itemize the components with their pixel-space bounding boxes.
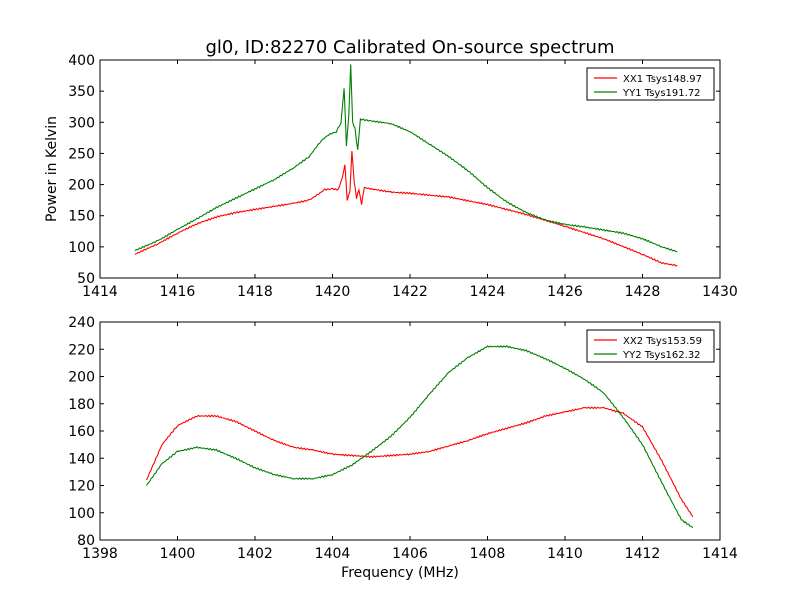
chart-title: gl0, ID:82270 Calibrated On-source spect… [205, 37, 614, 58]
x-tick-label: 1398 [82, 546, 118, 562]
legend-box [586, 329, 715, 363]
x-tick-label: 1422 [392, 284, 428, 300]
x-tick-label: 1420 [315, 284, 351, 300]
x-tick-label: 1430 [702, 284, 738, 300]
x-tick-label: 1412 [625, 546, 661, 562]
x-tick-label: 1414 [702, 546, 738, 562]
x-tick-label: 1404 [315, 546, 351, 562]
legend-label: YY2 Tsys162.32 [622, 350, 701, 361]
legend-label: YY1 Tsys191.72 [622, 88, 701, 99]
y-tick-label: 350 [68, 84, 95, 100]
y-tick-label: 150 [68, 209, 95, 225]
x-tick-label: 1424 [470, 284, 506, 300]
x-axis-label: Frequency (MHz) [341, 565, 459, 581]
x-tick-label: 1416 [160, 284, 196, 300]
y-tick-label: 200 [68, 178, 95, 194]
y-tick-label: 400 [68, 53, 95, 69]
y-tick-label: 80 [77, 533, 95, 549]
x-tick-label: 1408 [470, 546, 506, 562]
y-tick-label: 100 [68, 506, 95, 522]
x-tick-label: 1426 [547, 284, 583, 300]
y-tick-label: 240 [68, 315, 95, 331]
x-tick-label: 1402 [237, 546, 273, 562]
x-tick-label: 1428 [625, 284, 661, 300]
x-tick-label: 1414 [82, 284, 118, 300]
x-tick-label: 1418 [237, 284, 273, 300]
series-line-yy2 [146, 345, 694, 529]
legend-label: XX1 Tsys148.97 [623, 74, 702, 85]
legend-box [586, 67, 715, 101]
y-tick-label: 100 [68, 240, 95, 256]
plot-bottom: 1398 1400 1402 1404 1406 1408 1410 1412 1414 80 10… [68, 315, 738, 581]
series-line-xx1 [134, 150, 678, 267]
plot-top: 1414 1416 1418 1420 1422 1424 1426 1428 1430 50 10… [44, 53, 738, 300]
series-line-yy1 [134, 64, 678, 253]
legend-label: XX2 Tsys153.59 [623, 336, 702, 347]
y-tick-label: 50 [77, 271, 95, 287]
y-tick-label: 250 [68, 146, 95, 162]
y-tick-label: 220 [68, 342, 95, 358]
x-tick-label: 1406 [392, 546, 428, 562]
y-tick-label: 200 [68, 370, 95, 386]
x-tick-label: 1410 [547, 546, 583, 562]
y-tick-label: 120 [68, 479, 95, 495]
y-tick-label: 140 [68, 451, 95, 467]
y-axis-label: Power in Kelvin [44, 116, 60, 222]
y-tick-label: 300 [68, 115, 95, 131]
y-tick-label: 160 [68, 424, 95, 440]
series-line-xx2 [146, 406, 694, 518]
y-tick-label: 180 [68, 397, 95, 413]
x-tick-label: 1400 [160, 546, 196, 562]
